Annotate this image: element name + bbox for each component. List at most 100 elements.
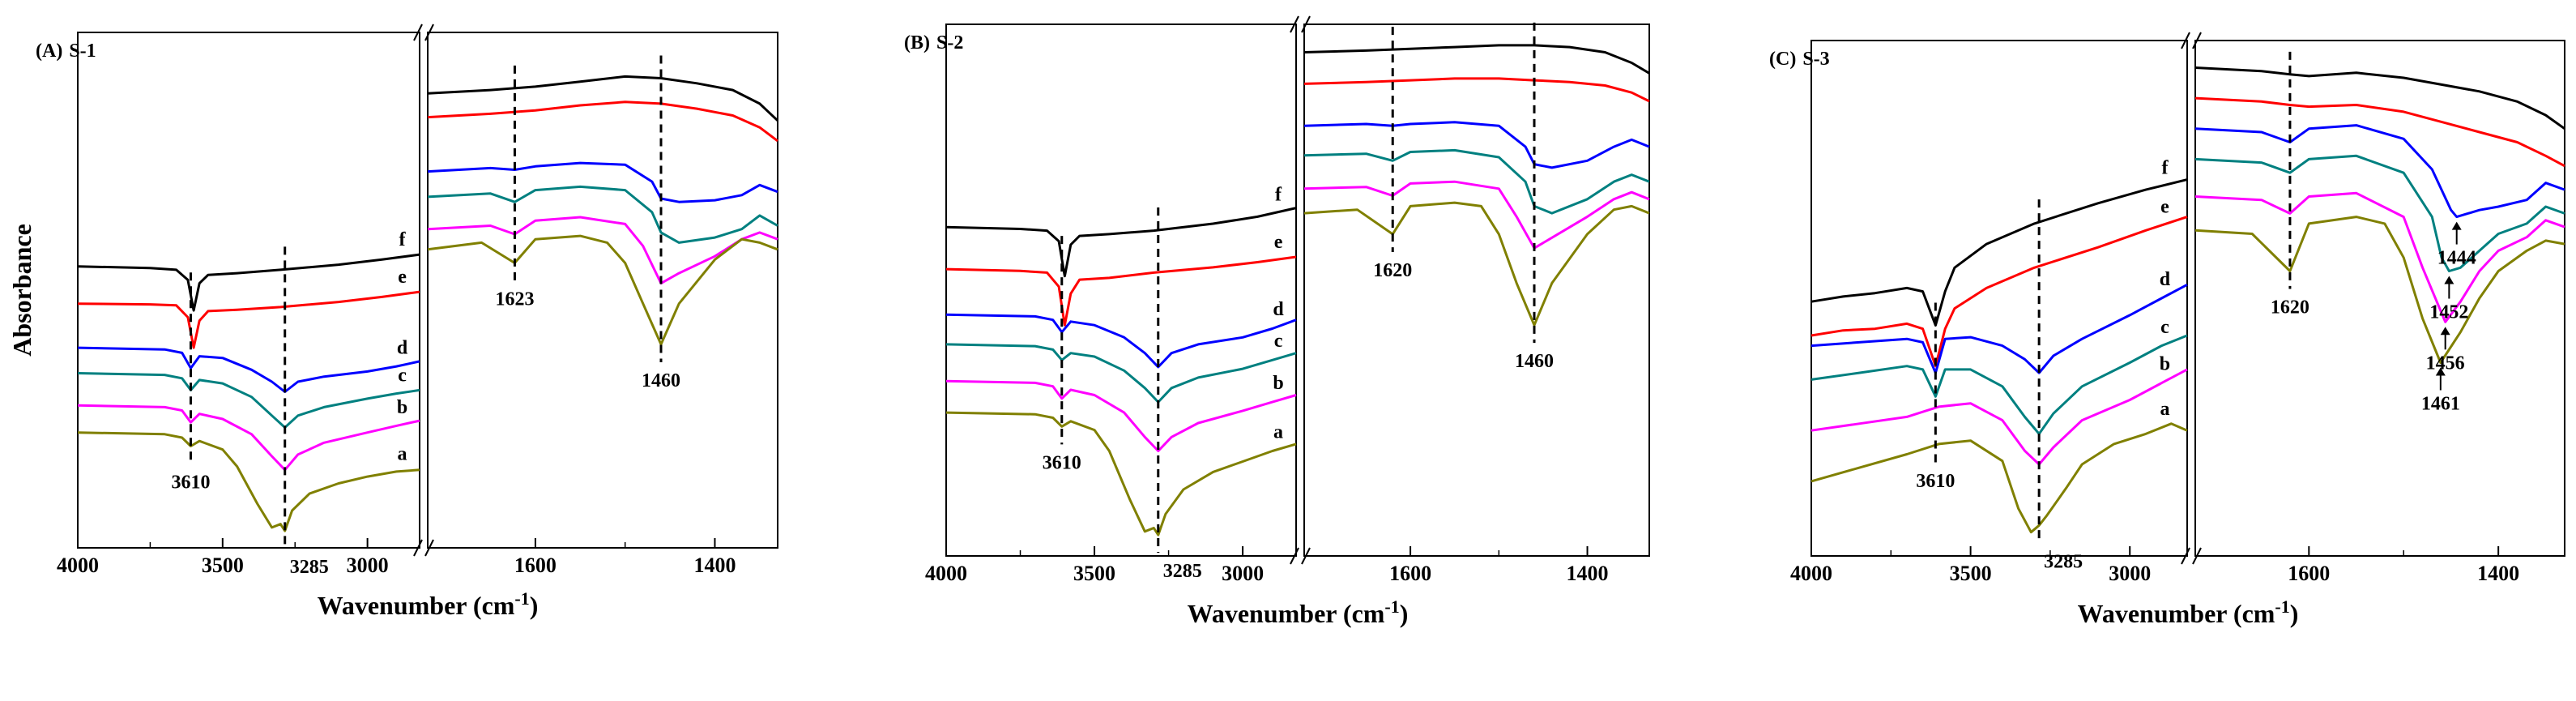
series-line-f-right [427,75,779,122]
marker-label-3285: 3285 [1163,561,1202,582]
series-line-d-left [1810,283,2188,374]
curve-label-b: b [397,397,407,418]
panel-a: 4000 3500 3000 1600 1400 3610 3285 1623 1460 a bcd… [7,24,779,620]
axis-break-slash [424,539,434,557]
panel-sample: S-2 [936,32,963,53]
axis-break-slash [2181,547,2190,565]
curve-label-e: e [398,267,407,288]
series-line-b-right [427,216,778,285]
x-axis-label-main: Wavenumber (cm [318,591,515,620]
annotation-arrow-head [2451,221,2462,230]
axis-break-mask [1297,18,1303,31]
marker-label-3285: 3285 [2044,551,2083,572]
curve-label-c: c [1274,331,1283,352]
series-line-e-right [1303,77,1650,103]
annotation-label-1444: 1444 [2437,248,2476,269]
panel-letter: (A) [36,41,62,62]
series-line-f-left [945,207,1297,278]
x-axis-label-end: ) [2290,599,2299,628]
x-axis-label-sup: -1 [1384,596,1399,617]
plot-frame-left [945,24,1297,557]
x-tick-label-right: 1400 [693,554,736,577]
x-axis-label: Wavenumber (cm-1) [318,588,539,620]
x-tick-label-right: 1600 [1389,562,1431,585]
series-line-a-right [427,234,778,346]
x-tick-label-left: 4000 [57,554,99,577]
x-tick-label-left: 4000 [925,562,967,585]
marker-label-1460: 1460 [642,370,680,391]
panel-letter: (B) [904,32,930,53]
annotation-label-1461: 1461 [2421,394,2460,415]
plot-frame-right [1303,24,1650,557]
panel-label: (A) S-1 [36,41,96,62]
curve-label-b: b [2160,354,2170,375]
series-line-a-left [77,431,420,532]
series-line-f-right [1303,44,1650,75]
axis-break-slash [1290,547,1299,565]
series-line-e-right [2194,96,2565,168]
x-axis-label: Wavenumber (cm-1) [1188,596,1409,628]
annotation-arrow-head [2435,367,2446,376]
x-tick-label-left: 3000 [347,554,389,577]
axis-break-mask [420,26,427,39]
series-line-b-left [945,379,1297,452]
axis-break-mask [1297,549,1303,562]
curve-label-c: c [398,365,407,387]
series-line-e-left [945,255,1297,327]
axis-break-slash [1301,15,1311,33]
curve-label-b: b [1273,373,1283,394]
series-line-d-left [945,313,1297,369]
curve-label-e: e [2160,197,2169,218]
curve-label-d: d [2160,269,2171,290]
curve-label-a: a [1273,421,1283,442]
axis-break-slash [2192,547,2202,565]
axis-break-slash [2181,32,2190,49]
marker-label-3610: 3610 [1916,471,1955,492]
x-tick-label-right: 1400 [2477,562,2519,585]
series-line-d-right [427,161,778,203]
annotation-arrow-head [2440,327,2450,336]
axis-break-mask [420,541,427,554]
x-axis-label-end: ) [530,591,539,620]
plot-frame-left [1810,40,2188,557]
curve-label-f: f [399,229,407,250]
x-tick-label-right: 1600 [514,554,557,577]
series-line-d-right [1303,121,1650,169]
curve-label-f: f [2161,157,2169,178]
annotation-label-1452: 1452 [2429,302,2468,323]
x-axis-label-sup: -1 [514,588,529,609]
series-line-a-right [1303,201,1650,327]
series-line-b-left [1810,368,2188,466]
series-line-c-left [1810,334,2188,435]
plot-frame-right [427,32,778,549]
series-line-b-left [77,404,420,472]
curve-label-d: d [397,338,408,359]
axis-break-mask [2188,34,2194,47]
axis-break-slash [1290,15,1299,33]
x-axis-label-main: Wavenumber (cm [1188,599,1385,628]
y-axis-label: Absorbance [7,224,36,357]
curve-label-c: c [2160,317,2169,338]
series-line-f-left [77,253,420,312]
series-line-c-right [427,185,778,244]
x-tick-label-left: 3500 [1950,562,1992,585]
x-axis-label-sup: -1 [2275,596,2289,617]
series-line-f-right [2194,66,2565,130]
axis-break-slash [2192,32,2202,49]
series-line-c-left [77,372,420,429]
x-tick-label-left: 4000 [1790,562,1832,585]
panel-sample: S-3 [1802,49,1829,70]
marker-label-1620: 1620 [1373,260,1412,281]
x-tick-label-left: 3000 [1222,562,1264,585]
series-line-d-right [2194,124,2565,219]
series-line-c-left [945,343,1297,404]
plot-frame-left [77,32,420,549]
series-line-a-left [1810,422,2188,534]
series-line-d-left [77,346,420,393]
x-tick-label-right: 1400 [1567,562,1609,585]
axis-break-mask [2188,549,2194,562]
plot-frame-right [2194,40,2565,557]
panel-letter: (C) [1769,49,1796,70]
series-line-e-left [77,290,420,349]
